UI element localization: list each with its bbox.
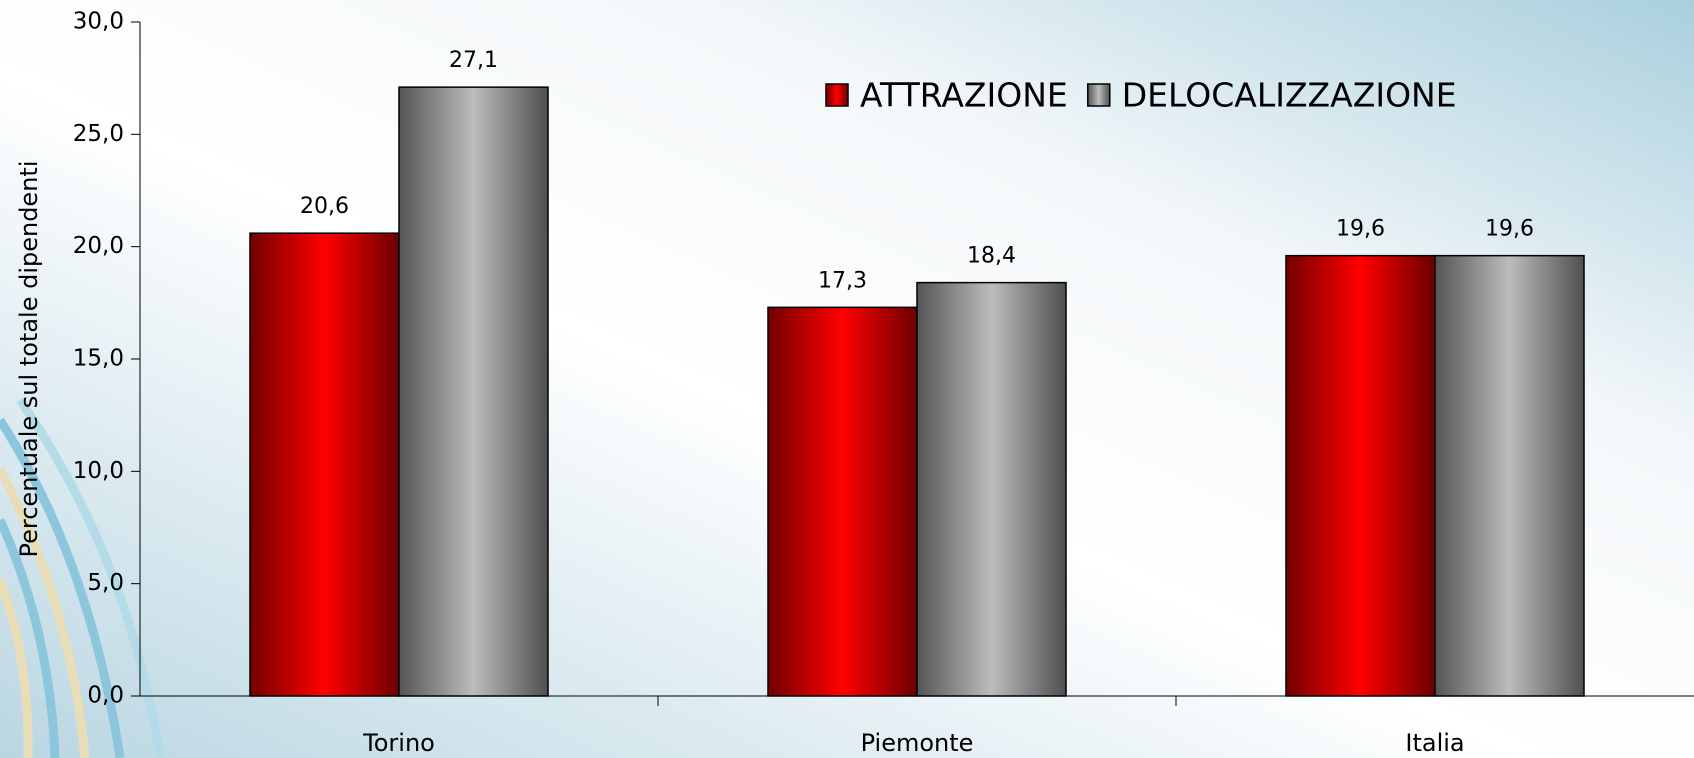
value-label: 27,1 bbox=[449, 48, 498, 73]
y-tick-label: 30,0 bbox=[73, 9, 124, 35]
legend-label: ATTRAZIONE bbox=[860, 76, 1068, 115]
y-tick-label: 15,0 bbox=[73, 346, 124, 372]
x-tick-label: Torino bbox=[362, 729, 435, 757]
bar bbox=[249, 232, 400, 697]
bar bbox=[398, 86, 549, 697]
y-tick-label: 5,0 bbox=[87, 570, 124, 596]
legend-label: DELOCALIZZAZIONE bbox=[1122, 76, 1457, 115]
value-label: 19,6 bbox=[1485, 217, 1534, 242]
value-label: 19,6 bbox=[1336, 217, 1385, 242]
decoration bbox=[0, 397, 165, 758]
y-tick-label: 10,0 bbox=[73, 458, 124, 484]
y-axis-title: Percentuale sul totale dipendenti bbox=[15, 161, 43, 558]
bar bbox=[1285, 254, 1436, 697]
bar bbox=[916, 281, 1067, 697]
x-tick-label: Italia bbox=[1405, 729, 1464, 757]
value-label: 17,3 bbox=[818, 268, 867, 293]
bar bbox=[1434, 254, 1585, 697]
y-tick-label: 0,0 bbox=[87, 683, 124, 709]
value-label: 18,4 bbox=[967, 244, 1016, 269]
bar bbox=[767, 306, 918, 697]
y-tick-label: 20,0 bbox=[73, 233, 124, 259]
x-tick-label: Piemonte bbox=[861, 729, 974, 757]
legend-swatch bbox=[825, 83, 849, 107]
legend-swatch bbox=[1087, 83, 1111, 107]
y-tick-label: 25,0 bbox=[73, 121, 124, 147]
value-label: 20,6 bbox=[300, 194, 349, 219]
